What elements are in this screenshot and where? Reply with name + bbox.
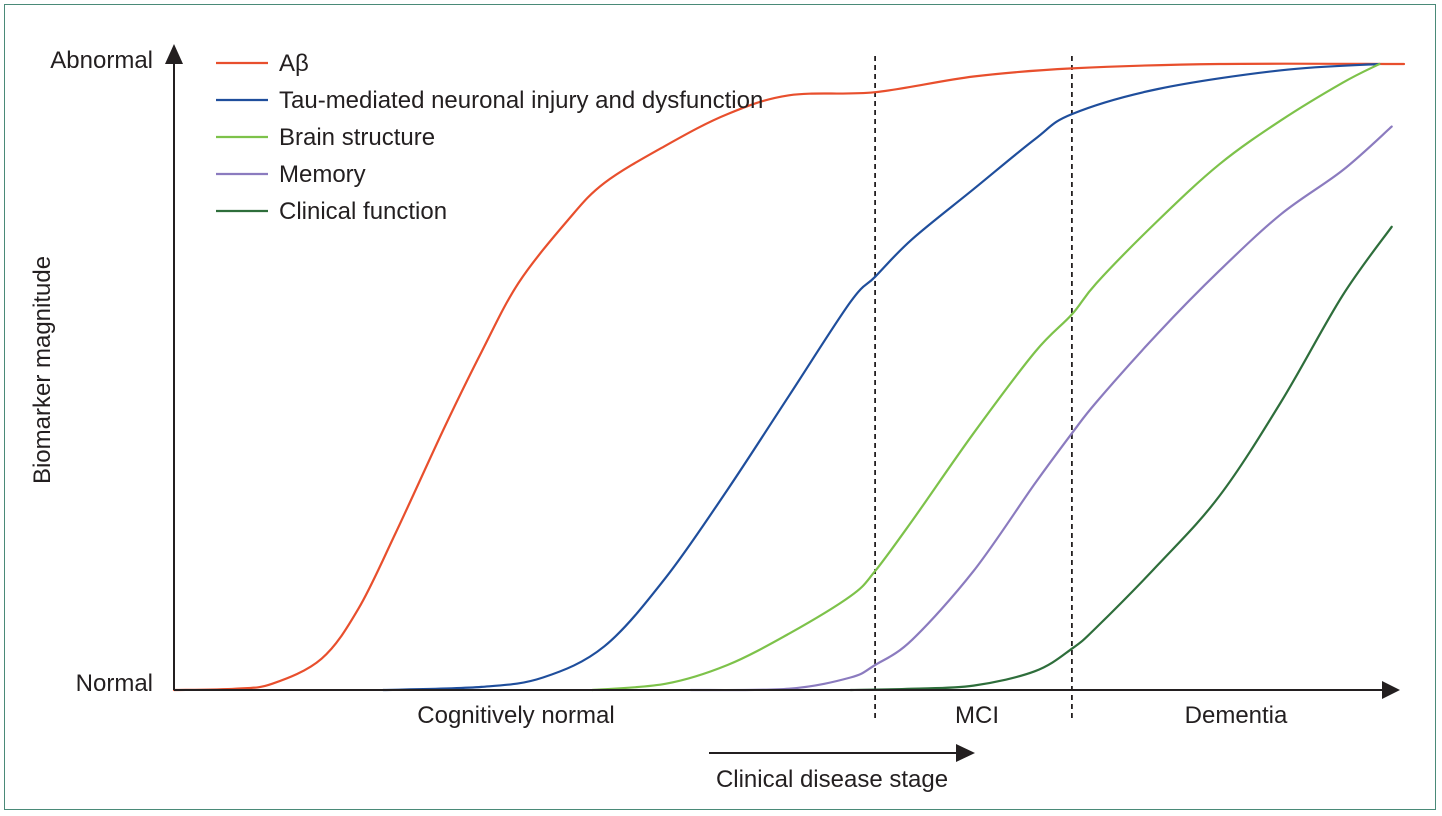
clinical-stage-arrow (709, 744, 975, 762)
clinical-stage-label: Clinical disease stage (716, 766, 948, 793)
legend-label-clinical-function: Clinical function (279, 198, 447, 225)
series-line-brain-structure (591, 62, 1381, 692)
series-line-memory (689, 125, 1393, 692)
series-line-abeta (172, 62, 1406, 692)
legend-label-tau-mediated-neuronal-injury-and-dysfunction: Tau-mediated neuronal injury and dysfunc… (279, 87, 763, 114)
stage-label-dementia: Dementia (1185, 702, 1288, 729)
stage-labels: Cognitively normal MCI Dementia (417, 702, 1288, 729)
clinical-stage-arrowhead (956, 744, 975, 762)
series-line-clinical-function (849, 225, 1393, 692)
legend-label-brain-structure: Brain structure (279, 124, 435, 151)
stage-boundaries (874, 56, 1073, 722)
legend-label-memory: Memory (279, 161, 366, 188)
axes (165, 44, 1400, 699)
legend: Aβ Tau-mediated neuronal injury and dysfu… (216, 50, 763, 225)
y-tick-normal: Normal (76, 670, 153, 697)
y-axis-arrowhead (165, 44, 183, 64)
x-axis-arrowhead (1382, 681, 1400, 699)
series-line-tau-mediated-neuronal-injury-and-dysfunction (382, 62, 1381, 692)
stage-label-cognitively-normal: Cognitively normal (417, 702, 614, 729)
y-tick-abnormal: Abnormal (50, 47, 153, 74)
stage-label-mci: MCI (955, 702, 999, 729)
series-layer (172, 62, 1406, 692)
figure-frame (4, 4, 1436, 810)
legend-label-abeta: Aβ (279, 50, 309, 77)
y-axis-label: Biomarker magnitude (29, 256, 56, 484)
